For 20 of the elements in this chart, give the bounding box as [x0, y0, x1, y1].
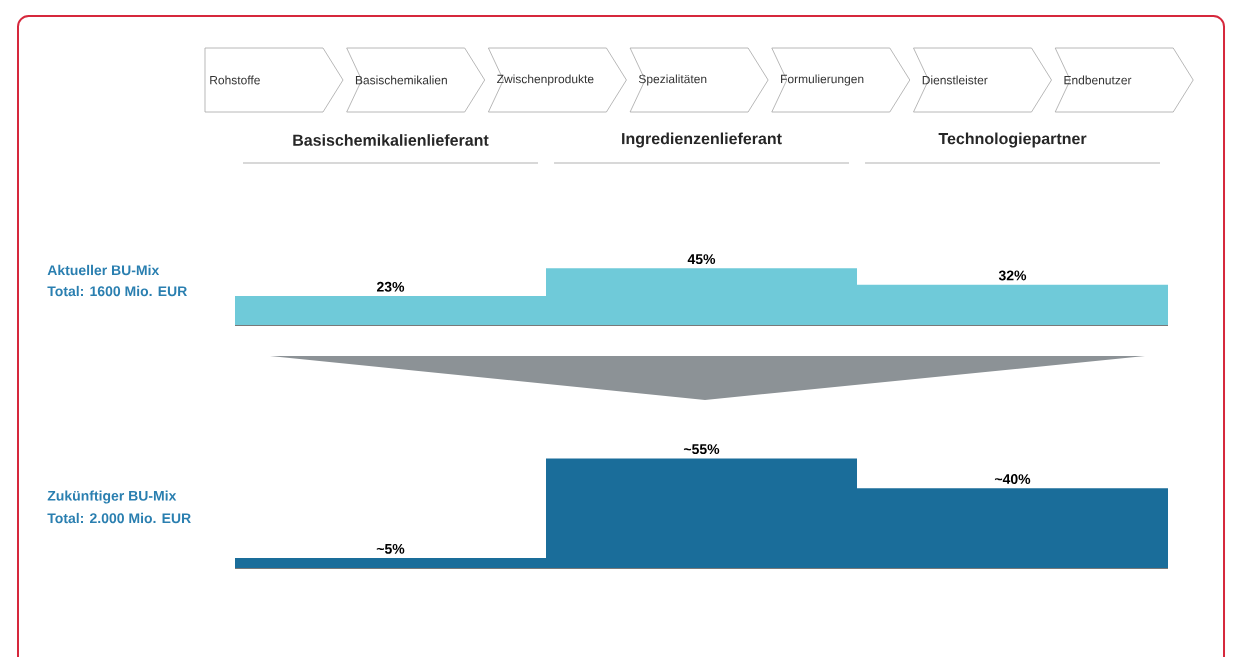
- text: Zukünftiger BU-Mix: [47, 490, 177, 504]
- text: Zwischenprodukte: [497, 74, 594, 86]
- text: Aktueller BU-Mix: [47, 264, 160, 276]
- data-label: ~5%: [376, 543, 405, 554]
- text: Dienstleister: [922, 75, 988, 85]
- text: Total: 1600 Mio. EUR: [47, 285, 187, 297]
- text: Spezialitäten: [638, 74, 707, 86]
- data-label: 45%: [687, 254, 716, 265]
- data-label: 32%: [998, 270, 1027, 281]
- x-tick-label: Basischemikalienlieferant: [293, 134, 489, 146]
- text: Endbenutzer: [1064, 75, 1132, 85]
- x-tick-label: Ingredienzenlieferant: [622, 132, 782, 148]
- data-label: ~40%: [994, 474, 1031, 485]
- text: Basischemikalien: [355, 75, 447, 85]
- x-tick-label: Technologiepartner: [938, 132, 1087, 148]
- data-label: 23%: [376, 281, 405, 292]
- data-label: ~55%: [683, 444, 720, 455]
- text: Formulierungen: [781, 74, 864, 86]
- text: Rohstoffe: [210, 75, 260, 85]
- text: Total: 2.000 Mio. EUR: [47, 512, 191, 524]
